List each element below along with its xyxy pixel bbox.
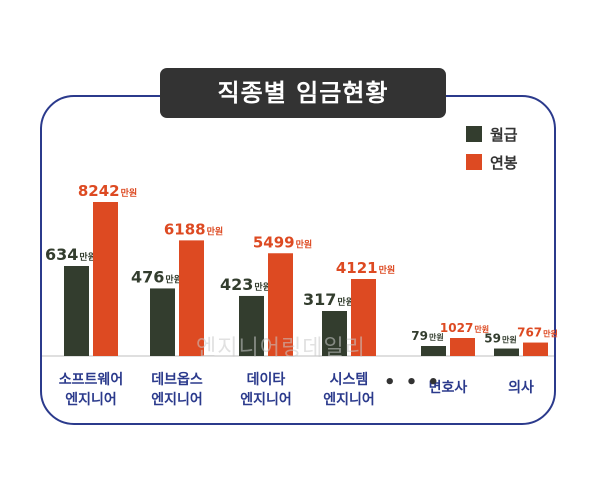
category-label-2-line-0: 데이타 — [247, 371, 286, 388]
data-label-monthly-5: 59만원 — [484, 332, 516, 346]
bar-monthly-1 — [150, 288, 175, 356]
data-label-monthly-3: 317만원 — [303, 290, 354, 309]
category-label-3-line-1: 엔지니어 — [323, 391, 375, 408]
data-label-monthly-0: 634만원 — [45, 245, 96, 264]
category-label-0-line-0: 소프트웨어 — [59, 371, 123, 388]
legend-swatch-monthly — [466, 126, 482, 142]
legend-label-monthly: 월급 — [490, 125, 518, 144]
bar-annual-3 — [351, 279, 376, 356]
bar-annual-1 — [179, 240, 204, 356]
bar-annual-5 — [523, 342, 548, 356]
bar-annual-4 — [450, 338, 475, 356]
data-label-monthly-2: 423만원 — [220, 275, 271, 294]
category-label-2-line-1: 엔지니어 — [240, 391, 292, 408]
bar-monthly-5 — [494, 348, 519, 356]
legend-item-monthly: 월급 — [466, 120, 518, 148]
bar-annual-2 — [268, 253, 293, 356]
ellipsis-separator: • • • — [384, 372, 442, 393]
chart-frame — [40, 95, 556, 425]
data-label-annual-3: 4121만원 — [336, 259, 395, 277]
legend-label-annual: 연봉 — [490, 153, 518, 172]
data-label-annual-1: 6188만원 — [164, 220, 223, 238]
data-label-annual-0: 8242만원 — [78, 182, 137, 200]
category-label-0-line-1: 엔지니어 — [65, 391, 117, 408]
category-label-1-line-1: 엔지니어 — [151, 391, 203, 408]
bar-monthly-0 — [64, 266, 89, 356]
data-label-annual-2: 5499만원 — [253, 233, 312, 251]
bar-monthly-4 — [421, 346, 446, 356]
category-label-1-line-0: 데브옵스 — [151, 371, 203, 388]
data-label-monthly-4: 79만원 — [411, 329, 443, 343]
legend-item-annual: 연봉 — [466, 148, 518, 176]
category-label-5-line-0: 의사 — [508, 379, 534, 396]
bar-monthly-2 — [239, 295, 264, 356]
chart-legend: 월급 연봉 — [466, 120, 518, 176]
data-label-monthly-1: 476만원 — [131, 267, 182, 286]
data-label-annual-4: 1027만원 — [440, 321, 489, 335]
page-title: 직종별 임금현황 — [160, 68, 446, 118]
watermark: 엔지니어링데일리 — [196, 336, 366, 361]
category-label-3-line-0: 시스템 — [330, 371, 369, 388]
bar-monthly-3 — [322, 311, 347, 356]
data-label-annual-5: 767만원 — [517, 326, 558, 340]
legend-swatch-annual — [466, 154, 482, 170]
bar-annual-0 — [93, 202, 118, 356]
category-label-4-line-0: 변호사 — [429, 380, 468, 396]
